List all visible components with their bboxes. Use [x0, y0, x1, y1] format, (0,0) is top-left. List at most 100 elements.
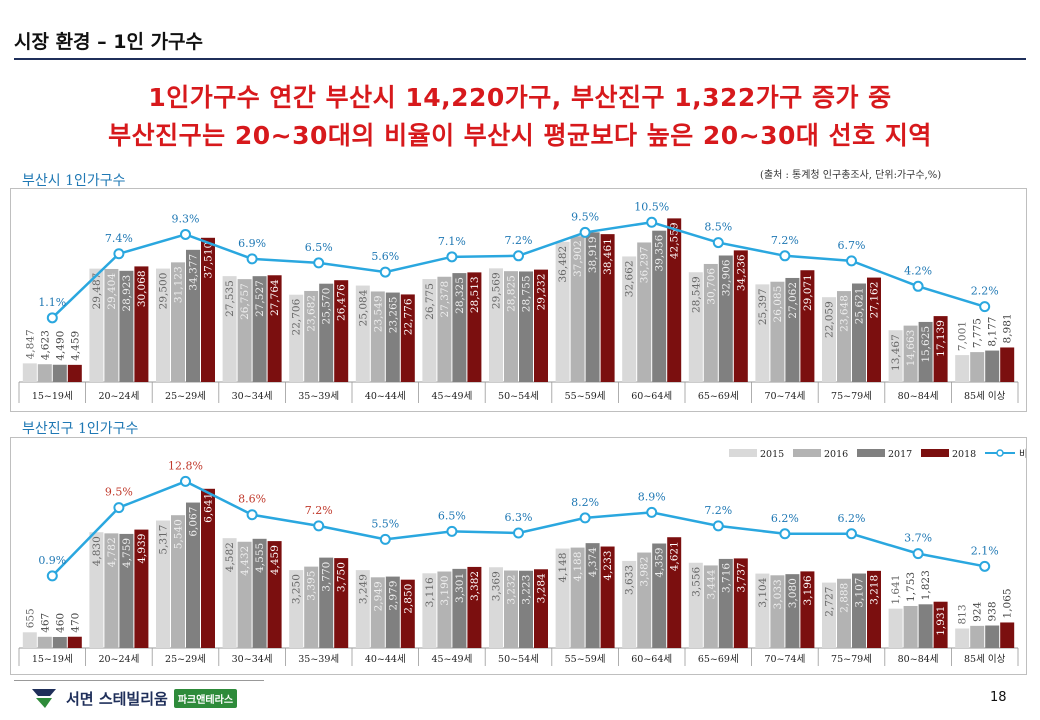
bar-2016: [903, 325, 918, 382]
x-tick-label: 70~74세: [764, 391, 805, 402]
x-tick-label: 60~64세: [631, 654, 672, 665]
bar-2018: [800, 270, 815, 382]
bar-2018: [267, 275, 282, 382]
bar-2018: [933, 316, 948, 382]
ratio-point: [779, 250, 791, 262]
bar-2016: [304, 290, 319, 382]
bar-value-label: 2,888: [839, 583, 851, 613]
bar-2016: [437, 571, 452, 648]
ratio-point: [912, 548, 924, 560]
bar-value-label: 25,570: [321, 288, 333, 325]
bar-2017: [718, 255, 733, 382]
company-name: 서면 스테빌리움: [66, 689, 168, 708]
bar-value-label: 4,459: [69, 331, 81, 361]
bar-2015: [489, 268, 503, 382]
ratio-point: [646, 506, 658, 518]
bar-value-label: 26,085: [772, 286, 784, 323]
bar-value-label: 4,582: [224, 542, 236, 572]
bar-value-label: 36,482: [557, 246, 569, 283]
bar-value-label: 29,071: [802, 274, 814, 311]
bar-2018: [1000, 347, 1015, 382]
bar-2015: [489, 567, 503, 648]
bar-value-label: 27,062: [787, 282, 799, 319]
bar-value-label: 32,662: [624, 260, 636, 297]
bar-2017: [252, 538, 267, 648]
bar-2018: [933, 601, 948, 648]
x-tick-label: 20~24세: [98, 654, 139, 665]
bar-value-label: 27,162: [869, 282, 881, 319]
bar-value-label: 2,850: [402, 584, 414, 614]
ratio-label: 10.5%: [634, 200, 669, 213]
bar-2015: [89, 268, 104, 382]
bar-2017: [319, 283, 334, 382]
bar-value-label: 467: [39, 613, 51, 633]
source-note: (출처 : 통계청 인구총조사, 단위:가구수,%): [760, 170, 942, 181]
ratio-point: [246, 509, 258, 521]
bar-2018: [201, 237, 215, 382]
bar-value-label: 3,556: [690, 566, 702, 596]
bar-2015: [688, 562, 703, 648]
bar-2016: [370, 577, 385, 648]
bar-2016: [237, 279, 252, 382]
bar-value-label: 3,116: [424, 577, 436, 607]
bar-2015: [422, 573, 437, 648]
ratio-label: 7.2%: [505, 234, 533, 247]
x-tick-label: 85세 이상: [964, 391, 1006, 402]
ratio-label: 6.9%: [238, 237, 266, 250]
bar-2017: [918, 321, 933, 382]
x-tick-label: 35~39세: [298, 391, 339, 402]
ratio-point: [912, 280, 924, 292]
ratio-point: [379, 533, 391, 545]
bar-value-label: 4,233: [602, 551, 614, 581]
bar-2017: [519, 271, 533, 382]
legend-label: 2018: [952, 449, 976, 460]
bar-value-label: 23,265: [387, 297, 399, 334]
bar-2016: [703, 565, 718, 648]
bar-2015: [555, 548, 570, 648]
bar-value-label: 5,317: [158, 525, 170, 555]
bar-2018: [67, 364, 82, 382]
bar-value-label: 3,250: [291, 574, 303, 604]
x-tick-label: 80~84세: [898, 654, 939, 665]
bar-value-label: 29,500: [158, 273, 170, 310]
busan-chart-title: 부산시 1인가구수: [22, 173, 126, 189]
bar-2015: [355, 285, 370, 382]
bar-2016: [171, 515, 185, 648]
bar-2016: [903, 605, 918, 648]
ratio-label: 5.6%: [371, 250, 399, 263]
bar-value-label: 3,737: [735, 562, 747, 592]
bar-2018: [400, 579, 415, 648]
company-logo: 서면 스테빌리움 파크앤테라스: [30, 686, 238, 710]
bar-value-label: 26,757: [239, 283, 251, 320]
x-tick-label: 80~84세: [898, 391, 939, 402]
x-tick-label: 50~54세: [498, 391, 539, 402]
bar-2016: [770, 575, 785, 648]
ratio-point: [779, 528, 791, 540]
bar-value-label: 25,621: [854, 288, 866, 325]
bar-2016: [970, 352, 985, 382]
bar-value-label: 7,001: [957, 321, 969, 351]
bar-2018: [733, 250, 748, 382]
bar-value-label: 8,981: [1002, 313, 1014, 343]
bar-value-label: 3,750: [336, 562, 348, 592]
ratio-label: 6.2%: [838, 512, 866, 525]
bar-value-label: 813: [957, 604, 969, 624]
ratio-point: [979, 301, 991, 313]
bar-value-label: 3,104: [757, 577, 769, 607]
bar-2018: [733, 558, 748, 648]
bar-2018: [867, 570, 881, 648]
bar-2016: [504, 570, 518, 648]
legend-swatch: [793, 449, 821, 457]
bar-2017: [186, 249, 200, 382]
bar-2015: [555, 241, 570, 382]
ratio-label: 8.2%: [571, 496, 599, 509]
bar-value-label: 28,549: [690, 276, 702, 313]
bar-2017: [385, 292, 400, 382]
x-tick-label: 40~44세: [365, 654, 406, 665]
bar-value-label: 29,232: [536, 274, 548, 311]
bar-value-label: 28,923: [121, 275, 133, 312]
ratio-point: [46, 312, 58, 324]
bar-value-label: 3,223: [521, 575, 533, 605]
bar-value-label: 5,540: [173, 519, 185, 549]
